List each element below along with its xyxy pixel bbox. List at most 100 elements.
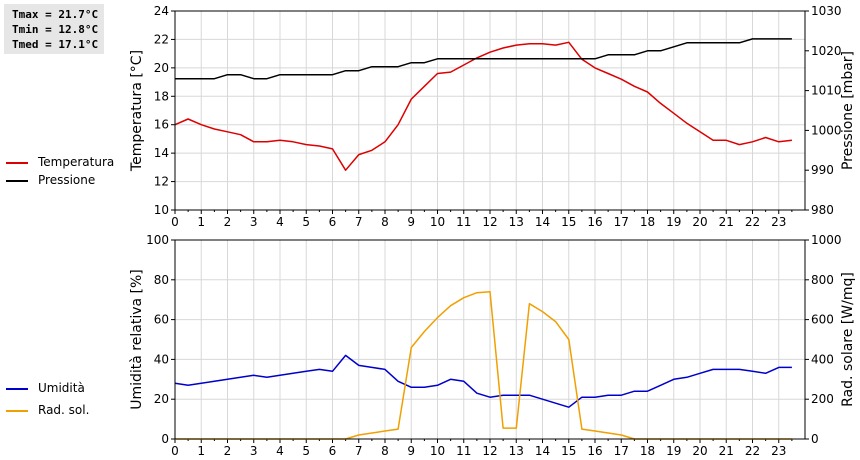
- y2-tick-label: 1010: [811, 84, 842, 98]
- tmin-label: Tmin = 12.8°C: [12, 23, 99, 36]
- y2-tick-label: 0: [811, 432, 819, 446]
- x-tick-label: 19: [666, 215, 681, 229]
- x-tick-label: 2: [224, 444, 232, 458]
- x-tick-label: 19: [666, 444, 681, 458]
- x-tick-label: 10: [430, 444, 445, 458]
- x-tick-label: 9: [407, 215, 415, 229]
- x-tick-label: 21: [719, 444, 734, 458]
- x-tick-label: 20: [692, 215, 707, 229]
- x-tick-label: 4: [276, 215, 284, 229]
- legend-label-pressione: Pressione: [38, 173, 96, 187]
- x-tick-label: 1: [197, 444, 205, 458]
- y-tick-label: 60: [154, 313, 169, 327]
- legend-label-temperatura: Temperatura: [38, 155, 115, 169]
- x-tick-label: 16: [587, 215, 602, 229]
- y-tick-label: 12: [154, 175, 169, 189]
- stats-box: Tmax = 21.7°C Tmin = 12.8°C Tmed = 17.1°…: [4, 4, 104, 54]
- series-line-temperatura: [174, 41, 792, 171]
- x-tick-label: 22: [745, 444, 760, 458]
- plot-frame: [174, 10, 806, 211]
- x-tick-label: 13: [509, 215, 524, 229]
- y2-tick-label: 400: [811, 352, 834, 366]
- x-tick-label: 3: [250, 444, 258, 458]
- y2-tick-label: 600: [811, 313, 834, 327]
- y-axis-title: Temperatura [°C]: [129, 50, 145, 172]
- x-tick-label: 15: [561, 215, 576, 229]
- y-axis-title: Umidità relativa [%]: [129, 269, 145, 410]
- y-tick-label: 22: [154, 32, 169, 46]
- series-line-pressione: [175, 38, 792, 80]
- x-tick-label: 12: [482, 444, 497, 458]
- y2-tick-label: 1000: [811, 123, 842, 137]
- legend-item-umidita: Umidità: [6, 381, 85, 395]
- x-tick-label: 14: [535, 215, 550, 229]
- y-tick-label: 80: [154, 273, 169, 287]
- y2-tick-label: 800: [811, 273, 834, 287]
- x-tick-label: 23: [771, 215, 786, 229]
- y2-axis-title: Rad. solare [W/mq]: [840, 272, 856, 407]
- x-tick-label: 18: [640, 444, 655, 458]
- x-tick-label: 8: [381, 444, 389, 458]
- legend-swatch-pressione: [6, 179, 28, 182]
- series-line-rad-sol: [175, 290, 792, 440]
- x-tick-label: 15: [561, 444, 576, 458]
- x-tick-label: 14: [535, 444, 550, 458]
- x-tick-label: 6: [329, 215, 337, 229]
- x-tick-label: 5: [302, 444, 310, 458]
- legend-item-temperatura: Temperatura: [6, 155, 114, 169]
- x-tick-label: 0: [171, 444, 179, 458]
- legend-item-rad-sol: Rad. sol.: [6, 403, 89, 417]
- y-tick-label: 18: [154, 89, 169, 103]
- x-tick-label: 12: [482, 215, 497, 229]
- x-tick-label: 2: [224, 215, 232, 229]
- x-tick-label: 11: [456, 444, 471, 458]
- y-tick-label: 24: [154, 4, 169, 18]
- y-tick-label: 0: [161, 432, 169, 446]
- x-tick-label: 9: [407, 444, 415, 458]
- y2-tick-label: 200: [811, 392, 834, 406]
- temperature-pressure-chart: 0 1 2 3 4 5 6 7 8 9 10 11 12 13 14 15 16 17 18 19 20 21 22 2310…: [129, 4, 856, 229]
- plot-frame: [174, 239, 806, 440]
- x-tick-label: 11: [456, 215, 471, 229]
- y-tick-label: 10: [154, 203, 169, 217]
- y2-tick-label: 1030: [811, 4, 842, 18]
- x-tick-label: 3: [250, 215, 258, 229]
- tmed-label: Tmed = 17.1°C: [12, 38, 99, 51]
- x-tick-label: 6: [329, 444, 337, 458]
- x-tick-label: 17: [614, 444, 629, 458]
- x-tick-label: 13: [509, 444, 524, 458]
- legend-swatch-umidita: [6, 387, 28, 390]
- x-tick-label: 7: [355, 215, 363, 229]
- y-tick-label: 100: [146, 233, 169, 247]
- y-tick-label: 14: [154, 146, 169, 160]
- y-tick-label: 16: [154, 118, 169, 132]
- legend-label-umidita: Umidità: [38, 381, 85, 395]
- y2-tick-label: 1020: [811, 44, 842, 58]
- x-tick-label: 1: [197, 215, 205, 229]
- legend-label-rad-sol: Rad. sol.: [38, 403, 90, 417]
- x-tick-label: 21: [719, 215, 734, 229]
- humidity-radiation-chart: 0 1 2 3 4 5 6 7 8 9 10 11 12 13 14 15 16 17 18 19 20 21 22 2302…: [129, 233, 856, 458]
- legend-swatch-temperatura: [6, 161, 28, 164]
- x-tick-label: 8: [381, 215, 389, 229]
- y-tick-label: 40: [154, 352, 169, 366]
- y2-tick-label: 1000: [811, 233, 842, 247]
- x-tick-label: 5: [302, 215, 310, 229]
- x-tick-label: 16: [587, 444, 602, 458]
- x-tick-label: 18: [640, 215, 655, 229]
- x-tick-label: 20: [692, 444, 707, 458]
- x-tick-label: 23: [771, 444, 786, 458]
- x-tick-label: 4: [276, 444, 284, 458]
- x-tick-label: 10: [430, 215, 445, 229]
- y-tick-label: 20: [154, 61, 169, 75]
- x-tick-label: 0: [171, 215, 179, 229]
- y-tick-label: 20: [154, 392, 169, 406]
- x-tick-label: 7: [355, 444, 363, 458]
- legend-swatch-rad-sol: [6, 409, 28, 412]
- legend-item-pressione: Pressione: [6, 173, 95, 187]
- series-line-umidita: [174, 354, 792, 408]
- x-tick-label: 17: [614, 215, 629, 229]
- tmax-label: Tmax = 21.7°C: [12, 8, 99, 21]
- y2-axis-title: Pressione [mbar]: [840, 51, 856, 170]
